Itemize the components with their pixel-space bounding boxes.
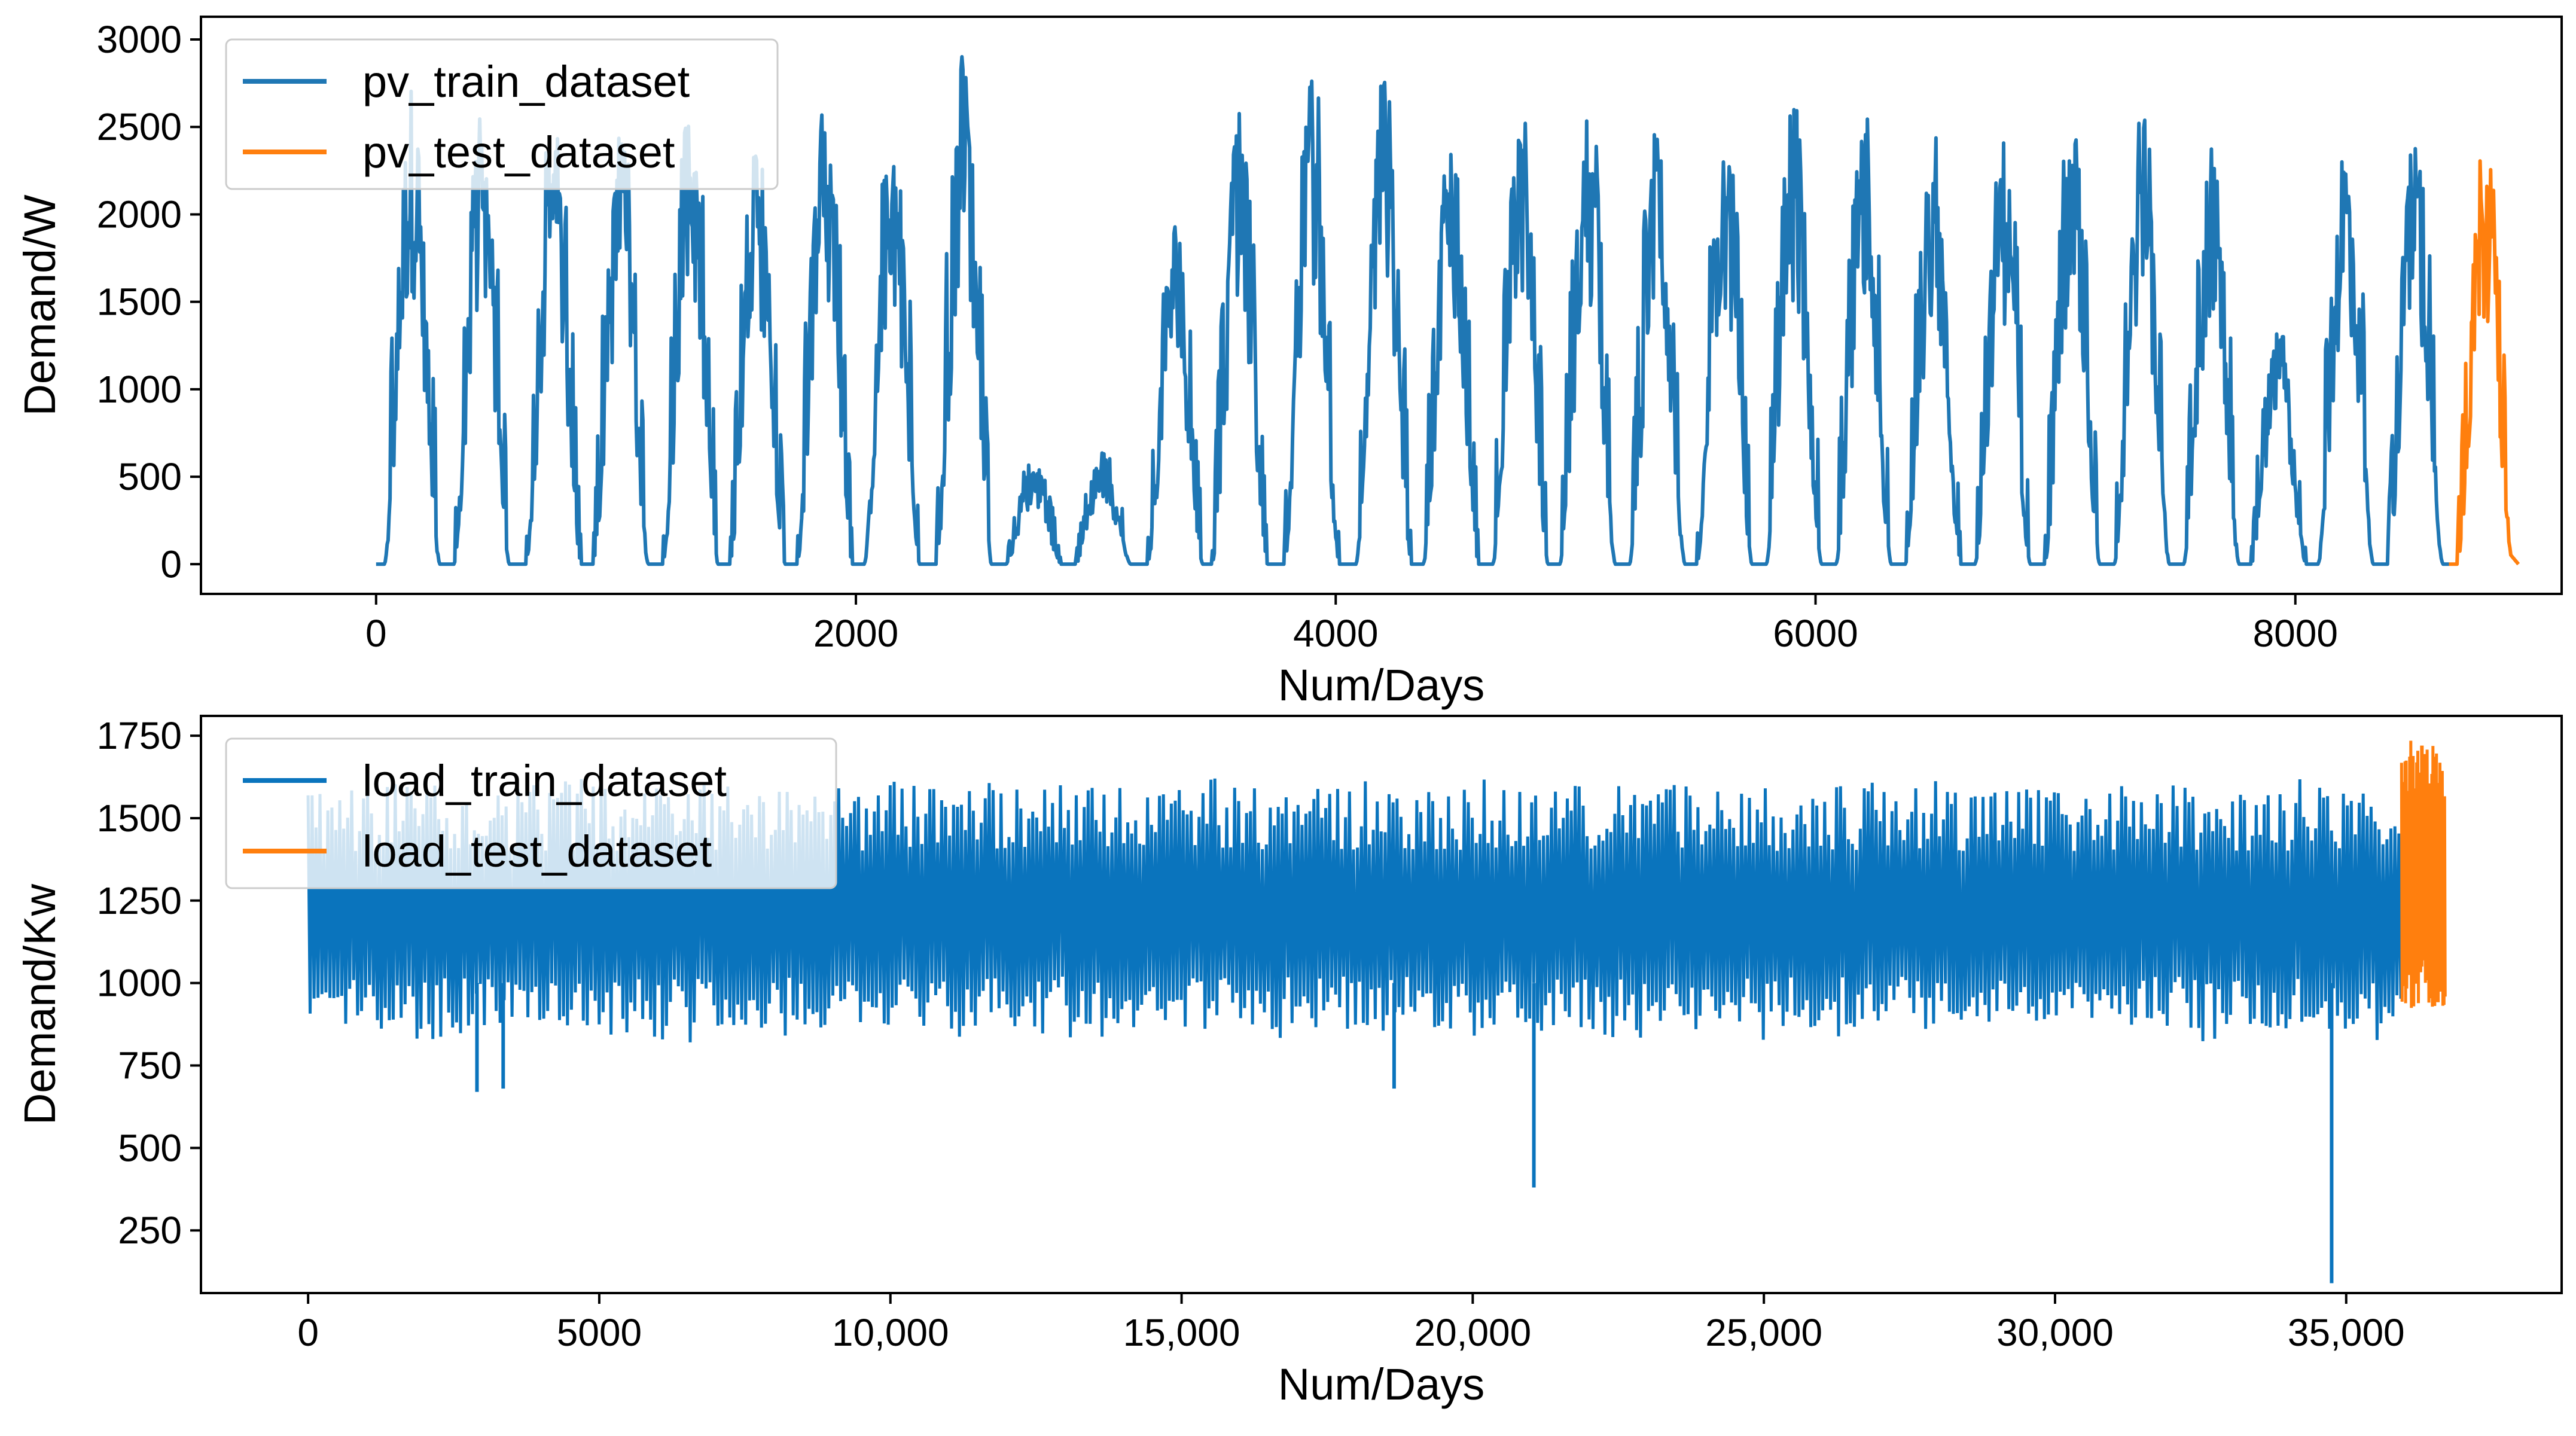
load-x-axis: 0 5000 10,000 15,000 20,000 25,000 30,000 35,00… [297, 1293, 2405, 1354]
y-tick-label: 1000 [97, 962, 182, 1005]
x-tick-label: 10,000 [832, 1311, 949, 1354]
load-legend-test-label: load_test_dataset [362, 827, 712, 876]
x-tick-label: 25,000 [1705, 1311, 1822, 1354]
y-tick-label: 250 [118, 1209, 182, 1252]
x-tick-label: 20,000 [1414, 1311, 1531, 1354]
pv-y-axis-title: Demand/W [15, 194, 65, 416]
y-tick-label: 0 [160, 542, 182, 586]
pv-legend-test-label: pv_test_dataset [362, 127, 675, 177]
y-tick-label: 1500 [97, 797, 182, 840]
pv-chart: 0 2000 4000 6000 8000 0 500 1000 1500 2000 2500 30… [15, 16, 2563, 710]
load-legend-box [225, 737, 837, 889]
load-chart: 0 5000 10,000 15,000 20,000 25,000 30,000 35,00… [15, 714, 2563, 1409]
y-tick-label: 3000 [97, 18, 182, 61]
y-tick-label: 2500 [97, 105, 182, 148]
series-line-pv-test [2449, 159, 2520, 566]
load-y-axis-title: Demand/Kw [15, 883, 65, 1125]
series-line-pv-train [376, 55, 2450, 566]
pv-plot-area [376, 55, 2520, 566]
load-legend-train-label: load_train_dataset [362, 756, 727, 806]
pv-x-axis: 0 2000 4000 6000 8000 [365, 594, 2338, 655]
y-tick-label: 500 [118, 455, 182, 498]
load-x-axis-title: Num/Days [1278, 1359, 1484, 1409]
x-tick-label: 30,000 [1996, 1311, 2114, 1354]
pv-legend: pv_train_dataset pv_test_dataset [225, 38, 779, 190]
y-tick-label: 750 [118, 1044, 182, 1087]
pv-plot-frame [200, 16, 2563, 595]
pv-y-axis: 0 500 1000 1500 2000 2500 3000 [97, 18, 201, 586]
x-tick-label: 5000 [557, 1311, 642, 1354]
x-tick-label: 35,000 [2288, 1311, 2405, 1354]
load-plot-frame [200, 715, 2563, 1294]
y-tick-label: 2000 [97, 193, 182, 236]
x-tick-label: 2000 [813, 612, 898, 655]
x-tick-label: 8000 [2253, 612, 2338, 655]
y-tick-label: 1750 [97, 714, 182, 757]
y-tick-label: 500 [118, 1126, 182, 1169]
y-tick-label: 1000 [97, 368, 182, 411]
load-legend: load_train_dataset load_test_dataset [225, 737, 837, 889]
y-tick-label: 1250 [97, 879, 182, 922]
pv-legend-train-label: pv_train_dataset [362, 57, 690, 106]
x-tick-label: 4000 [1293, 612, 1378, 655]
x-tick-label: 6000 [1773, 612, 1858, 655]
x-tick-label: 0 [297, 1311, 319, 1354]
y-tick-label: 1500 [97, 281, 182, 324]
pv-legend-box [225, 38, 779, 190]
series-line-load-test [2400, 740, 2447, 1008]
x-tick-label: 0 [365, 612, 387, 655]
x-tick-label: 15,000 [1123, 1311, 1240, 1354]
load-y-axis: 250 500 750 1000 1250 1500 1750 [97, 714, 201, 1252]
pv-x-axis-title: Num/Days [1278, 660, 1484, 710]
